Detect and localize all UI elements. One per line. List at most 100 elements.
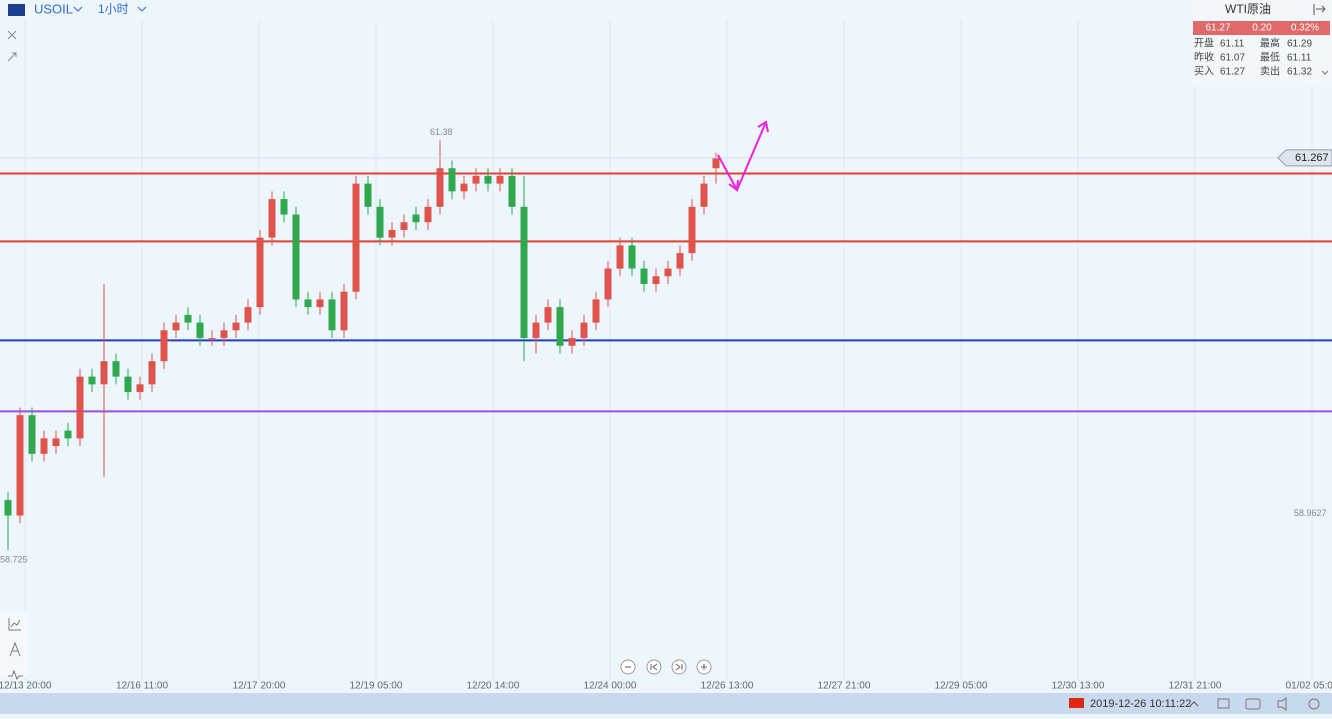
price-annotation: 58.725 [0, 555, 28, 565]
indicator-tool[interactable] [8, 618, 21, 631]
candle-body [424, 206, 432, 223]
candle-body [640, 268, 648, 284]
quote-panel [1190, 0, 1332, 86]
candle-body [124, 376, 132, 393]
price-tag-label: 61.267 [1295, 152, 1329, 164]
logo [8, 4, 25, 16]
quote-value: 61.11 [1220, 39, 1245, 50]
footer-icons [1217, 697, 1320, 711]
candle-body [16, 415, 24, 516]
candle-body [316, 299, 324, 308]
go-end[interactable] [671, 659, 687, 675]
candle-body [616, 245, 624, 269]
quote-label: 买入 [1194, 66, 1214, 78]
candle-body [328, 299, 336, 331]
candle-body [208, 338, 216, 340]
x-tick-label: 12/24 00:00 [584, 681, 637, 692]
expand-icon[interactable] [7, 52, 17, 62]
settings-icon[interactable] [1308, 698, 1320, 710]
candle-body [460, 183, 468, 192]
candle-body [256, 237, 264, 308]
x-axis: 12/13 20:00 12/16 11:00 12/17 20:00 12/19 0… [0, 681, 1332, 692]
x-tick-label: 12/30 13:00 [1052, 681, 1105, 692]
candle-body [544, 307, 552, 323]
flag [1069, 698, 1084, 708]
candle-body [52, 438, 60, 447]
candle-body [4, 500, 12, 516]
candle-body [184, 314, 192, 323]
candle-body [88, 376, 96, 385]
candle-body [304, 299, 312, 308]
candle-body [688, 206, 696, 254]
close-icon[interactable] [7, 30, 17, 40]
quote-label: 昨收 [1194, 51, 1214, 64]
candle-body [196, 322, 204, 339]
candle-body [472, 175, 480, 184]
quote-value: 61.32 [1287, 67, 1312, 78]
candle-body [712, 157, 720, 169]
drawn-arrow [717, 120, 769, 192]
panel-toggle[interactable] [1313, 4, 1326, 15]
candle-body [352, 183, 360, 292]
interval[interactable]: 1小时 [98, 2, 129, 16]
x-tick-label: 12/27 21:00 [818, 681, 871, 692]
candle-body [148, 361, 156, 385]
x-tick-label: 12/19 05:00 [350, 681, 403, 692]
quote-value: 61.11 [1287, 53, 1312, 64]
candle-body [604, 268, 612, 300]
candle-body [412, 214, 420, 223]
candle-body [388, 229, 396, 238]
candle-body [496, 175, 504, 184]
candle-body [436, 168, 444, 207]
camera-icon[interactable] [1245, 698, 1261, 710]
candle-body [400, 222, 408, 230]
candle-body [484, 175, 492, 184]
candle-body [292, 214, 300, 300]
x-tick-label: 12/20 14:00 [467, 681, 520, 692]
candle-body [508, 175, 516, 207]
sound-icon[interactable] [1277, 697, 1287, 711]
candle-body [448, 168, 456, 192]
panel-collapse[interactable] [1321, 70, 1329, 75]
candle-body [280, 199, 288, 215]
go-start[interactable] [646, 659, 662, 675]
footer-toggle[interactable] [1189, 701, 1199, 707]
x-tick-label: 12/31 21:00 [1169, 681, 1222, 692]
candle-body [28, 415, 36, 454]
window-icon[interactable] [1217, 698, 1230, 709]
grid [24, 20, 1313, 680]
x-tick-label: 12/29 05:00 [935, 681, 988, 692]
candle-body [592, 299, 600, 323]
candle-body [112, 361, 120, 377]
nav-buttons [620, 659, 712, 675]
candle-body [64, 430, 72, 439]
candle-body [160, 330, 168, 362]
quote-label: 卖出 [1260, 65, 1280, 78]
quote-price: 61.27 [1205, 23, 1230, 34]
candle-body [268, 199, 276, 238]
draw-tool[interactable] [9, 641, 21, 657]
x-tick-label: 12/26 13:00 [701, 681, 754, 692]
candle-body [40, 438, 48, 454]
price-tag [1277, 149, 1332, 167]
quote-value: 61.07 [1220, 53, 1245, 64]
wave-tool[interactable] [8, 669, 23, 681]
candle-body [700, 183, 708, 207]
candle-body [136, 384, 144, 393]
plot: 61.38 58.725 61.267 58.9627 [0, 127, 1332, 565]
dropdown-icon[interactable] [73, 6, 147, 12]
x-tick-label: 12/17 20:00 [233, 681, 286, 692]
candle-body [568, 338, 576, 346]
nav-icons [625, 663, 707, 671]
candle-body [340, 291, 348, 331]
footer-datetime: 2019-12-26 10:11:22 [1090, 698, 1191, 710]
candle-body [520, 206, 528, 339]
footer-bar [0, 693, 1332, 714]
candle-body [676, 253, 684, 269]
symbol[interactable]: USOIL [34, 1, 73, 16]
candle-body [76, 376, 84, 439]
candle-body [556, 307, 564, 346]
quote-label: 开盘 [1194, 37, 1214, 50]
